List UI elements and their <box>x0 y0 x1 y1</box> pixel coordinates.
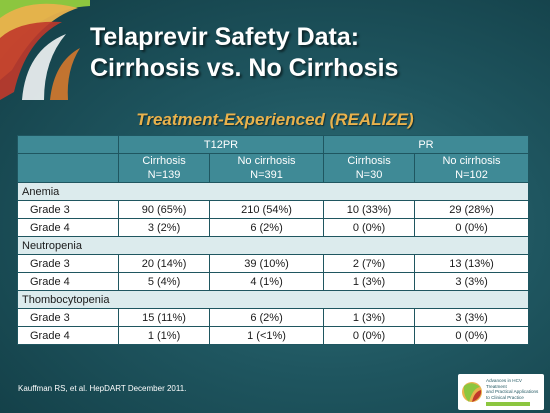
row-label: Grade 3 <box>17 200 119 219</box>
group-header-pr: PR <box>322 135 530 154</box>
footer-logo-text: Advances in HCV Treatment and Practical … <box>486 378 542 400</box>
table-cell: 5 (4%) <box>117 272 211 291</box>
slide-title: Telaprevir Safety Data: Cirrhosis vs. No… <box>90 22 530 84</box>
corner-swirl-logo <box>0 0 90 100</box>
table-row: Grade 4 1 (1%) 1 (<1%) 0 (0%) 0 (0%) <box>17 326 529 345</box>
table-cell: 0 (0%) <box>414 326 529 345</box>
column-header: No cirrhosis N=391 <box>209 153 324 183</box>
table-cell: 6 (2%) <box>209 218 324 237</box>
table-group-header-row: T12PR PR <box>17 135 530 154</box>
column-header: No cirrhosis N=102 <box>414 153 529 183</box>
table-row: Grade 4 3 (2%) 6 (2%) 0 (0%) 0 (0%) <box>17 218 529 237</box>
table-cell: 3 (3%) <box>414 272 529 291</box>
table-cell: 4 (1%) <box>209 272 324 291</box>
section-label-thombocytopenia: Thombocytopenia <box>17 290 529 309</box>
table-cell: 20 (14%) <box>117 254 211 273</box>
column-header: Cirrhosis N=139 <box>117 153 211 183</box>
row-label: Grade 4 <box>17 272 119 291</box>
column-name: No cirrhosis <box>237 155 296 167</box>
footer-logo: Advances in HCV Treatment and Practical … <box>458 374 544 410</box>
table-row: Grade 3 20 (14%) 39 (10%) 2 (7%) 13 (13%… <box>17 254 529 273</box>
row-label: Grade 4 <box>17 326 119 345</box>
table-cell: 90 (65%) <box>117 200 211 219</box>
safety-data-table: T12PR PR Cirrhosis N=139 No cirrhosis N=39… <box>17 135 530 345</box>
table-cell: 1 (3%) <box>322 308 416 327</box>
citation-text: Kauffman RS, et al. HepDART December 201… <box>18 384 187 393</box>
row-label: Grade 3 <box>17 254 119 273</box>
table-cell: 3 (3%) <box>414 308 529 327</box>
table-section-row: Neutropenia <box>17 236 529 255</box>
row-label: Grade 3 <box>17 308 119 327</box>
slide-subtitle: Treatment-Experienced (REALIZE) <box>136 110 414 129</box>
table-column-header-row: Cirrhosis N=139 No cirrhosis N=391 Cirrhos… <box>17 153 529 183</box>
table-cell: 6 (2%) <box>209 308 324 327</box>
table-section-row: Thombocytopenia <box>17 290 529 309</box>
section-label-anemia: Anemia <box>17 182 529 201</box>
group-header-t12pr: T12PR <box>118 135 324 154</box>
column-name: No cirrhosis <box>442 155 501 167</box>
table-cell: 15 (11%) <box>117 308 211 327</box>
row-label: Grade 4 <box>17 218 119 237</box>
table-cell: 0 (0%) <box>322 326 416 345</box>
table-cell: 3 (2%) <box>117 218 211 237</box>
section-label-neutropenia: Neutropenia <box>17 236 529 255</box>
title-line-2: Cirrhosis vs. No Cirrhosis <box>90 54 399 82</box>
table-cell: 29 (28%) <box>414 200 529 219</box>
column-n: N=139 <box>147 169 181 181</box>
table-cell: 210 (54%) <box>209 200 324 219</box>
column-n: N=30 <box>355 169 383 181</box>
table-cell: 0 (0%) <box>414 218 529 237</box>
table-corner-cell <box>17 153 119 183</box>
table-cell: 1 (3%) <box>322 272 416 291</box>
column-name: Cirrhosis <box>347 155 391 167</box>
footer-logo-line-3: to Clinical Practice <box>486 394 524 400</box>
table-cell: 1 (<1%) <box>209 326 324 345</box>
footer-logo-line-1: Advances in HCV Treatment <box>486 378 523 389</box>
column-n: N=391 <box>250 169 283 181</box>
table-row: Grade 4 5 (4%) 4 (1%) 1 (3%) 3 (3%) <box>17 272 529 291</box>
title-line-1: Telaprevir Safety Data: <box>90 23 360 51</box>
table-cell: 1 (1%) <box>117 326 211 345</box>
table-cell: 10 (33%) <box>322 200 416 219</box>
table-cell: 2 (7%) <box>322 254 416 273</box>
table-cell: 39 (10%) <box>209 254 324 273</box>
table-cell: 13 (13%) <box>414 254 529 273</box>
footer-logo-line-2: and Practical Applications <box>486 389 539 395</box>
table-corner-cell <box>17 135 119 154</box>
table-row: Grade 3 15 (11%) 6 (2%) 1 (3%) 3 (3%) <box>17 308 529 327</box>
table-section-row: Anemia <box>17 182 529 201</box>
column-name: Cirrhosis <box>142 155 186 167</box>
table-cell: 0 (0%) <box>322 218 416 237</box>
column-n: N=102 <box>455 169 488 181</box>
footer-logo-bar <box>486 402 530 406</box>
footer-logo-icon <box>462 382 482 402</box>
column-header: Cirrhosis N=30 <box>322 153 416 183</box>
table-row: Grade 3 90 (65%) 210 (54%) 10 (33%) 29 (… <box>17 200 529 219</box>
page-number: 15 <box>536 397 544 404</box>
